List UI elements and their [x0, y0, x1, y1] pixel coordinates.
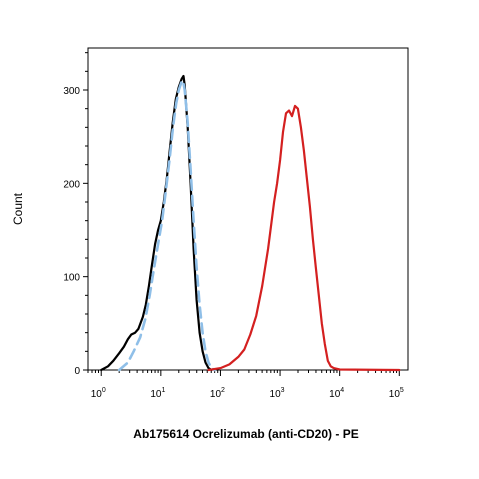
x-tick-label: 101	[150, 387, 165, 400]
y-tick-label: 100	[63, 273, 80, 284]
x-tick-label: 103	[270, 387, 285, 400]
x-tick-label: 104	[329, 387, 344, 400]
plot-frame	[87, 47, 409, 371]
x-tick-label: 102	[210, 387, 225, 400]
histogram-series	[100, 74, 401, 372]
x-tick-label: 105	[389, 387, 404, 400]
x-axis: 100 101 102 103 104 105	[87, 370, 404, 400]
x-tick-label: 100	[91, 387, 106, 400]
y-tick-label: 0	[74, 366, 80, 377]
y-tick-label: 200	[63, 179, 80, 190]
series-line-1	[100, 74, 213, 372]
y-tick-label: 300	[63, 86, 80, 97]
series-line-2	[117, 79, 216, 372]
series-line-3	[207, 104, 401, 372]
y-axis: 0 100 200 300	[63, 52, 88, 377]
y-axis-label: Count	[11, 192, 25, 225]
x-axis-label: Ab175614 Ocrelizumab (anti-CD20) - PE	[133, 427, 358, 441]
